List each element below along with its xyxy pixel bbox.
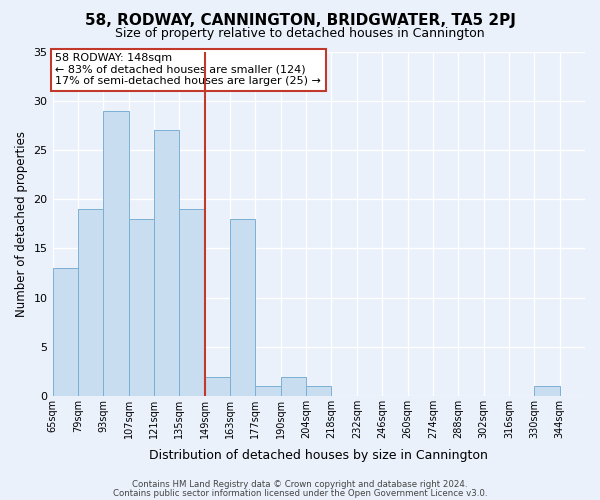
Bar — [78, 209, 103, 396]
Bar — [230, 219, 256, 396]
Bar — [205, 376, 230, 396]
Text: 58, RODWAY, CANNINGTON, BRIDGWATER, TA5 2PJ: 58, RODWAY, CANNINGTON, BRIDGWATER, TA5 … — [85, 12, 515, 28]
Bar — [179, 209, 205, 396]
Y-axis label: Number of detached properties: Number of detached properties — [15, 131, 28, 317]
Bar — [534, 386, 560, 396]
Text: Contains HM Land Registry data © Crown copyright and database right 2024.: Contains HM Land Registry data © Crown c… — [132, 480, 468, 489]
X-axis label: Distribution of detached houses by size in Cannington: Distribution of detached houses by size … — [149, 450, 488, 462]
Text: Size of property relative to detached houses in Cannington: Size of property relative to detached ho… — [115, 28, 485, 40]
Bar — [103, 110, 128, 396]
Bar — [281, 376, 306, 396]
Bar — [256, 386, 281, 396]
Bar — [306, 386, 331, 396]
Text: Contains public sector information licensed under the Open Government Licence v3: Contains public sector information licen… — [113, 488, 487, 498]
Bar — [154, 130, 179, 396]
Bar — [53, 268, 78, 396]
Bar — [128, 219, 154, 396]
Text: 58 RODWAY: 148sqm
← 83% of detached houses are smaller (124)
17% of semi-detache: 58 RODWAY: 148sqm ← 83% of detached hous… — [55, 53, 321, 86]
